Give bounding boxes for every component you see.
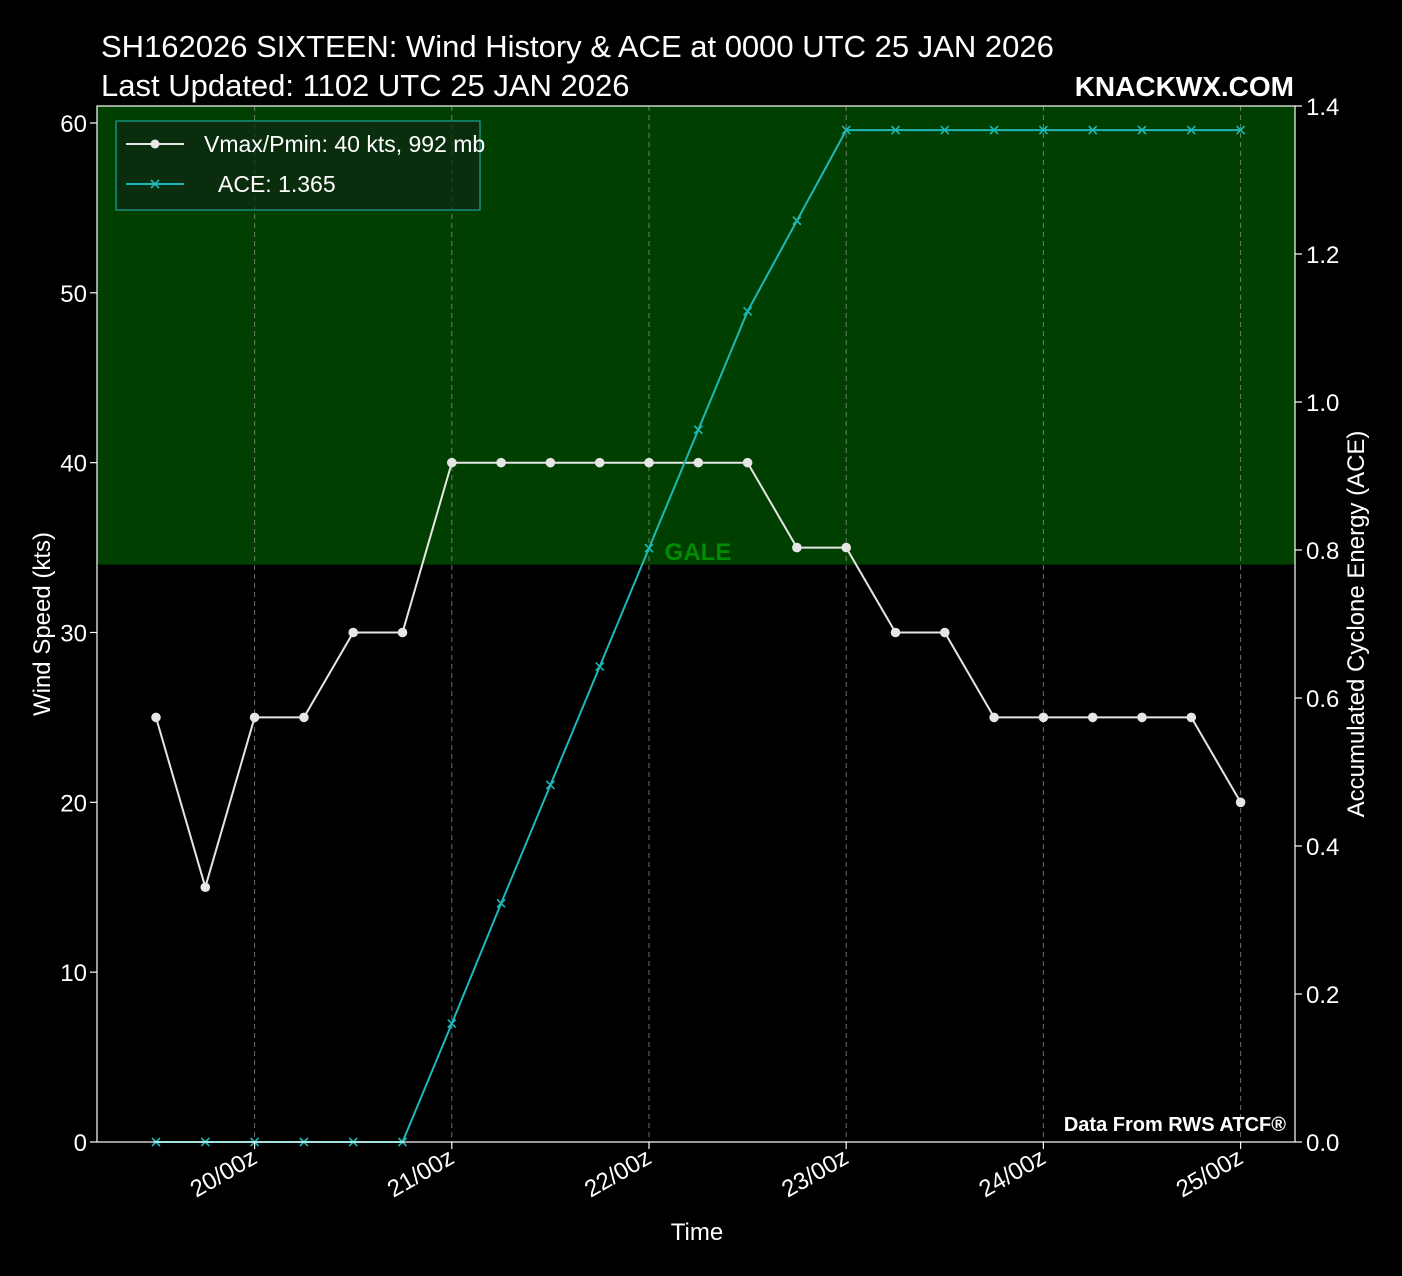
y2-tick-label: 0.0 [1306,1130,1339,1157]
y2-tick-label: 1.2 [1306,242,1339,269]
y2-tick-label: 1.4 [1306,94,1339,121]
wind-data-point [249,712,260,723]
wind-data-point [742,457,753,468]
y2-tick-label: 0.4 [1306,834,1339,861]
y2-tick-label: 1.0 [1306,390,1339,417]
ace-data-point [792,216,802,226]
ace-data-point [940,125,950,135]
x-axis-label: Time [671,1219,723,1246]
wind-data-point [1087,712,1098,723]
y2-axis-label: Accumulated Cyclone Energy (ACE) [1343,431,1370,818]
wind-data-point [200,882,211,893]
chart-title-line2: Last Updated: 1102 UTC 25 JAN 2026 [101,68,629,103]
wind-data-point [693,457,704,468]
wind-data-point [299,712,309,723]
ace-data-point [841,125,851,135]
wind-data-point [792,542,802,553]
y-tick-label: 60 [60,111,87,138]
wind-data-point [989,712,999,723]
wind-data-point [397,627,408,638]
wind-data-point [1038,712,1049,723]
legend: Vmax/Pmin: 40 kts, 992 mb ACE: 1.365 [115,120,485,211]
ace-data-point [693,425,703,435]
grid-layer [254,106,1242,1142]
y-axis-label: Wind Speed (kts) [29,532,56,716]
ace-data-point [1038,125,1048,135]
ace-data-point [644,543,654,553]
wind-data-point [1235,797,1246,808]
y2-tick-label: 0.6 [1306,686,1339,713]
y-tick-label: 50 [60,281,87,308]
ace-data-point [743,306,753,316]
y2-tick-label: 0.2 [1306,982,1339,1009]
ace-data-point [496,898,506,908]
ace-data-point [595,661,605,672]
ace-data-point [989,125,999,135]
chart-title-line1: SH162026 SIXTEEN: Wind History & ACE at … [101,29,1054,64]
legend-box [115,120,481,211]
data-credit: Data From RWS ATCF® [1064,1114,1286,1136]
plot-frame [96,105,1296,1143]
wind-data-point [890,627,901,638]
wind-data-point [841,542,851,553]
legend-wind-marker-icon [150,139,160,149]
y2-tick-label: 0.8 [1306,538,1339,565]
wind-data-point [1137,712,1147,723]
wind-data-point [594,457,605,468]
legend-ace-label: ACE: 1.365 [218,171,336,197]
wind-data-point [940,627,950,638]
wind-data-point [545,457,556,468]
wind-data-point [1186,712,1197,723]
ace-data-point [447,1019,457,1029]
ace-data-point [1236,125,1246,135]
wind-data-point [447,457,457,468]
gale-label: GALE [665,539,732,566]
y-tick-label: 40 [60,451,87,478]
wind-data-point [644,457,654,468]
legend-ace-marker-icon [150,179,160,189]
wind-data-point [348,627,359,638]
wind-data-point [151,712,161,723]
ace-data-point [890,125,901,135]
ace-data-point [545,780,555,790]
y-tick-label: 30 [60,620,87,647]
brand-label: KNACKWX.COM [1075,71,1294,102]
legend-wind-label: Vmax/Pmin: 40 kts, 992 mb [204,131,485,157]
ace-data-point [1186,125,1196,135]
y-tick-label: 20 [60,790,87,817]
wind-data-point [496,457,506,468]
y-tick-label: 0 [74,1130,87,1157]
ace-data-point [1137,125,1147,135]
ace-data-point [1088,125,1098,135]
y-tick-label: 10 [60,960,87,987]
